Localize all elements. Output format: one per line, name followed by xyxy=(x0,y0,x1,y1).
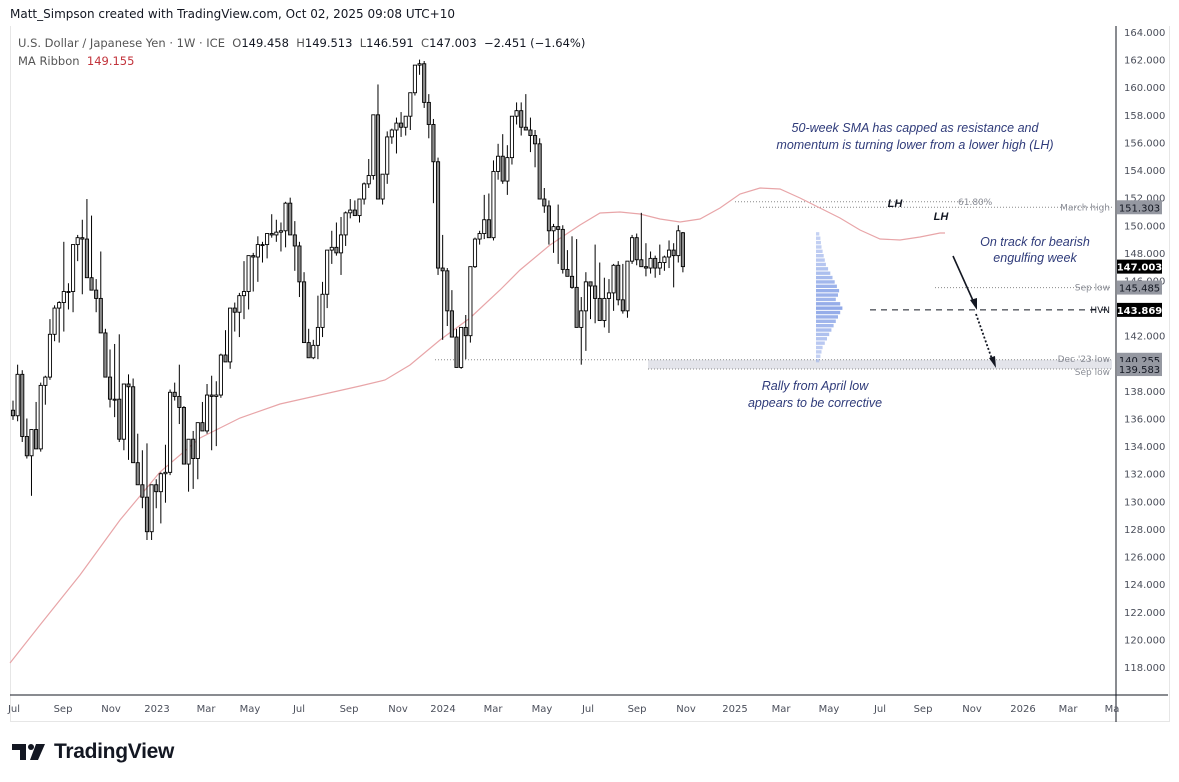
time-tick: May xyxy=(532,704,553,715)
annotation-text[interactable]: 50-week SMA has capped as resistance and xyxy=(792,121,1040,135)
price-tick: 130.000 xyxy=(1124,497,1165,508)
time-tick: 2024 xyxy=(430,704,455,715)
tradingview-logo[interactable]: TradingView xyxy=(12,740,174,764)
time-tick: 2025 xyxy=(722,704,747,715)
change-value: −2.451 (−1.64%) xyxy=(483,36,586,50)
symbol-title[interactable]: U.S. Dollar / Japanese Yen · 1W · ICE xyxy=(18,36,225,50)
level-label: HVN xyxy=(1090,306,1110,316)
price-axis[interactable]: 164.000 162.000 160.000 158.000 156.000 154.0… xyxy=(1117,28,1166,674)
time-tick: Jul xyxy=(7,704,20,715)
price-tick: 150.000 xyxy=(1124,221,1165,232)
time-tick: Mar xyxy=(197,704,217,715)
time-tick: Sep xyxy=(628,704,647,715)
price-tick: 160.000 xyxy=(1124,83,1165,94)
price-label: 147.003 xyxy=(1117,263,1163,274)
time-tick: Sep xyxy=(914,704,933,715)
price-tick: 124.000 xyxy=(1124,580,1165,591)
price-tick: 132.000 xyxy=(1124,470,1165,481)
time-tick: Nov xyxy=(388,704,408,715)
level-label: March high xyxy=(1060,203,1110,213)
projection-arrows xyxy=(952,255,996,368)
price-tick: 152.000 xyxy=(1124,194,1165,205)
open-value: 149.458 xyxy=(241,36,289,50)
high-value: 149.513 xyxy=(304,36,353,50)
time-tick: Sep xyxy=(54,704,73,715)
ma-value: 149.155 xyxy=(86,54,135,68)
price-label: 140.255 xyxy=(1119,356,1160,367)
price-tick: 156.000 xyxy=(1124,138,1165,149)
price-label: 139.583 xyxy=(1119,365,1160,376)
annotation-text[interactable]: On track for bearish xyxy=(980,235,1090,249)
level-label: Sep low xyxy=(1075,284,1110,294)
chart-credit: Matt_Simpson created with TradingView.co… xyxy=(10,7,455,21)
level-label: Sep low xyxy=(1075,368,1110,378)
price-tick: 122.000 xyxy=(1124,608,1165,619)
time-tick: Jul xyxy=(873,704,886,715)
ma-ribbon-line[interactable] xyxy=(9,187,945,664)
price-tick: 118.000 xyxy=(1124,663,1165,674)
close-value: 147.003 xyxy=(429,36,477,50)
time-tick: Ma xyxy=(1105,704,1120,715)
price-tick: 154.000 xyxy=(1124,166,1165,177)
chart-legend: U.S. Dollar / Japanese Yen · 1W · ICE O1… xyxy=(18,34,585,70)
lower-high-marker: LH xyxy=(888,198,904,210)
annotation-text[interactable]: momentum is turning lower from a lower h… xyxy=(776,138,1053,152)
candlesticks[interactable] xyxy=(10,59,685,540)
time-tick: Jul xyxy=(292,704,305,715)
price-tick: 136.000 xyxy=(1124,415,1165,426)
annotation-text[interactable]: Rally from April low xyxy=(762,379,869,393)
time-axis[interactable]: Jul Sep Nov 2023 Mar May Jul Sep Nov 2024 Mar May Ju… xyxy=(7,704,1119,715)
price-label-box xyxy=(1117,280,1162,295)
time-tick: Sep xyxy=(340,704,359,715)
time-tick: Nov xyxy=(101,704,121,715)
price-tick: 164.000 xyxy=(1124,28,1165,39)
price-tick: 148.000 xyxy=(1124,249,1165,260)
lower-high-marker: LH xyxy=(934,211,950,223)
annotation-text[interactable]: engulfing week xyxy=(993,251,1077,265)
price-tick: 138.000 xyxy=(1124,387,1165,398)
price-tick: 134.000 xyxy=(1124,442,1165,453)
price-label-box xyxy=(1117,362,1162,377)
price-label-box xyxy=(1117,200,1162,215)
time-tick: Mar xyxy=(772,704,792,715)
time-tick: Jul xyxy=(581,704,594,715)
level-label: 61.80% xyxy=(958,198,993,208)
price-tick: 158.000 xyxy=(1124,111,1165,122)
time-tick: 2026 xyxy=(1010,704,1035,715)
price-tick: 126.000 xyxy=(1124,553,1165,564)
brand-name: TradingView xyxy=(54,740,175,763)
ma-label[interactable]: MA Ribbon xyxy=(18,54,80,68)
level-label: Dec '23 low xyxy=(1058,355,1110,365)
chart-frame[interactable] xyxy=(10,26,1170,722)
volume-profile xyxy=(816,232,843,363)
price-label-box xyxy=(1117,302,1162,317)
time-tick: Nov xyxy=(676,704,696,715)
price-tick: 162.000 xyxy=(1124,56,1165,67)
time-tick: May xyxy=(240,704,261,715)
time-tick: 2023 xyxy=(144,704,169,715)
low-value: 146.591 xyxy=(366,36,414,50)
tradingview-logo-icon xyxy=(12,744,45,760)
time-tick: Mar xyxy=(484,704,504,715)
time-tick: Nov xyxy=(962,704,982,715)
price-tick: 142.000 xyxy=(1124,332,1165,343)
price-label-box xyxy=(1117,259,1162,274)
symbol-ohlc-row: U.S. Dollar / Japanese Yen · 1W · ICE O1… xyxy=(18,36,586,50)
price-tick: 128.000 xyxy=(1124,525,1165,536)
price-label: 143.869 xyxy=(1117,306,1163,317)
support-zone xyxy=(648,359,1112,370)
price-label: 151.303 xyxy=(1119,203,1160,214)
price-tick: 120.000 xyxy=(1124,635,1165,646)
price-label: 145.485 xyxy=(1119,284,1160,295)
time-tick: Mar xyxy=(1059,704,1079,715)
time-tick: May xyxy=(819,704,840,715)
ma-ribbon-row: MA Ribbon 149.155 xyxy=(18,52,585,70)
annotation-text[interactable]: appears to be corrective xyxy=(748,396,882,410)
